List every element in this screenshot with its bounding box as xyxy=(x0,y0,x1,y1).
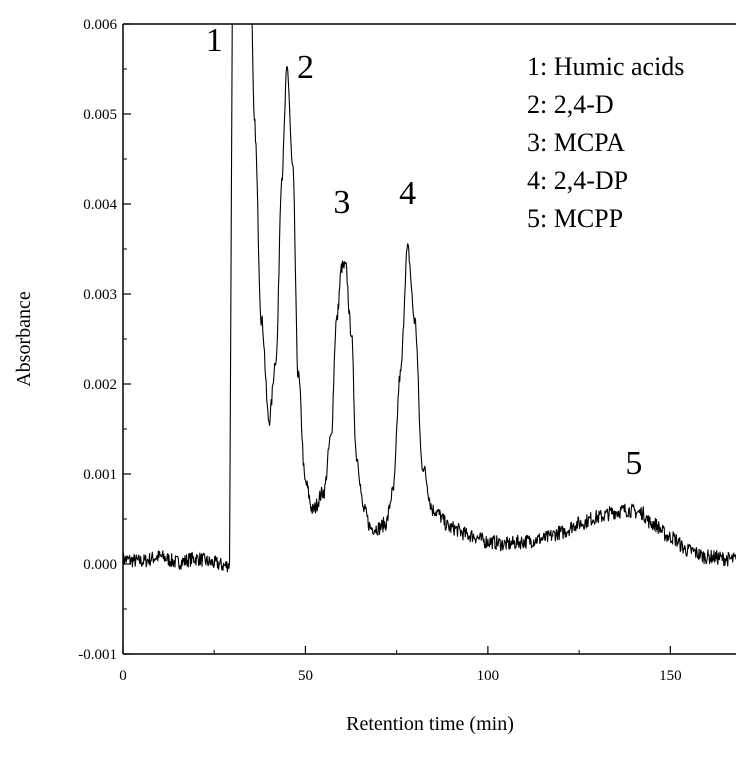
series-layer xyxy=(123,24,736,573)
y-tick-label: 0.000 xyxy=(83,557,117,573)
legend-entry: 4: 2,4-DP xyxy=(527,166,628,195)
x-tick-label: 0 xyxy=(119,668,127,684)
legend: 1: Humic acids 2: 2,4-D 3: MCPA 4: 2,4-DP 5:… xyxy=(527,52,684,233)
peak-label: 5 xyxy=(625,445,642,482)
y-tick-label: 0.004 xyxy=(83,197,117,213)
peak-label: 1 xyxy=(206,22,223,59)
y-tick-label: 0.006 xyxy=(83,17,117,33)
chromatogram-trace xyxy=(123,24,736,573)
legend-entry: 3: MCPA xyxy=(527,128,625,157)
y-tick-label: 0.001 xyxy=(83,467,117,483)
x-tick-label: 150 xyxy=(659,668,682,684)
y-axis-ticks: -0.001 0.000 0.001 0.002 0.003 0.004 0.005 0.00… xyxy=(78,17,131,663)
y-tick-label: -0.001 xyxy=(78,647,117,663)
y-tick-label: 0.003 xyxy=(83,287,117,303)
legend-entry: 2: 2,4-D xyxy=(527,90,614,119)
legend-entry: 1: Humic acids xyxy=(527,52,684,81)
legend-entry: 5: MCPP xyxy=(527,204,623,233)
y-tick-label: 0.005 xyxy=(83,107,117,123)
y-tick-label: 0.002 xyxy=(83,377,117,393)
peak-label: 3 xyxy=(333,184,350,221)
x-tick-label: 100 xyxy=(477,668,500,684)
axes xyxy=(122,23,736,655)
peak-labels: 1 2 3 4 5 xyxy=(206,22,643,482)
peak-label: 4 xyxy=(399,175,416,212)
x-axis-title: Retention time (min) xyxy=(346,713,514,735)
x-axis-ticks: 0 50 100 150 xyxy=(119,646,682,684)
y-axis-title: Absorbance xyxy=(13,291,35,387)
x-tick-label: 50 xyxy=(298,668,313,684)
peak-label: 2 xyxy=(297,49,314,86)
